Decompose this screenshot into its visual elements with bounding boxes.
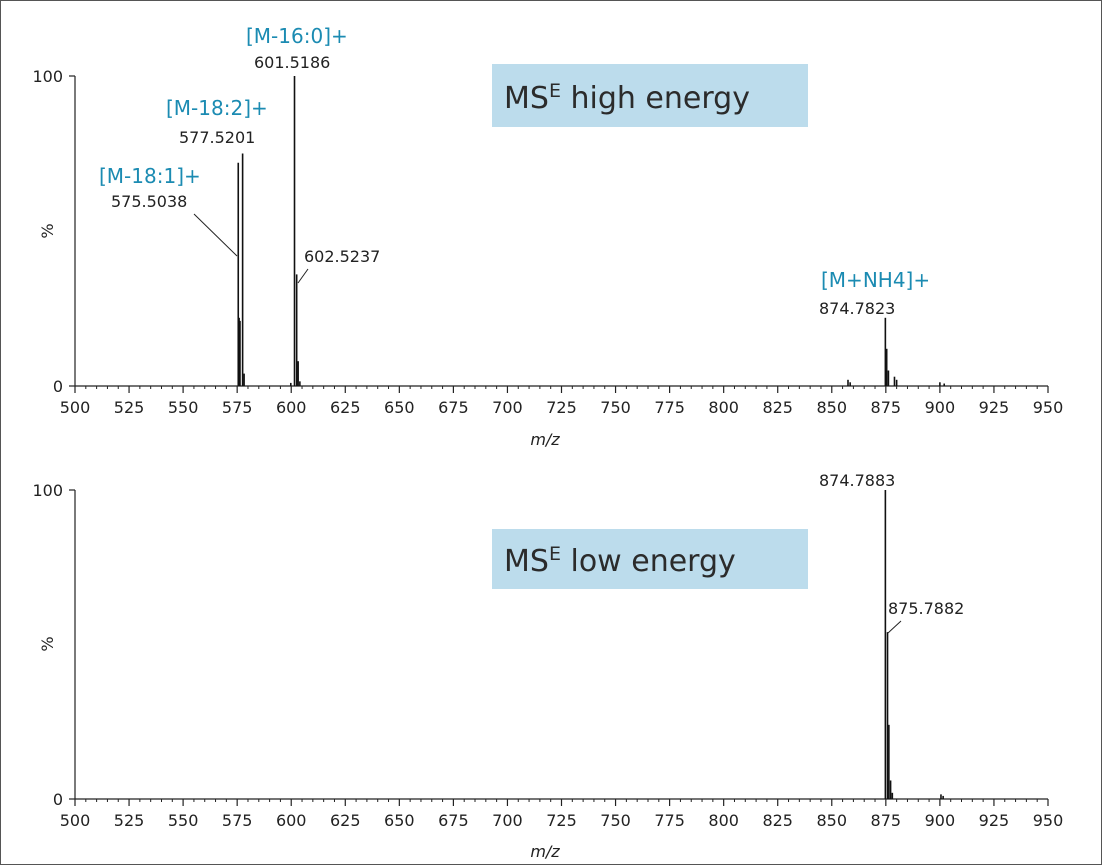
x-tick-label: 750 [600, 398, 631, 417]
x-tick-label: 850 [817, 398, 848, 417]
low-energy-spectrum-panel: 500 525 550 575 600 625 650 675 700 725 750 775 800 8… [32, 471, 1063, 861]
y-tick-label-100: 100 [32, 481, 63, 500]
x-tick-label: 950 [1033, 398, 1064, 417]
x-tick-label: 700 [492, 398, 523, 417]
x-tick-label: 600 [276, 811, 307, 830]
ion-label-m18-1: [M-18:1]+ [99, 164, 201, 188]
ion-label-m-nh4: [M+NH4]+ [821, 268, 930, 292]
x-tick-label: 775 [654, 398, 685, 417]
mode-label-box [492, 64, 808, 127]
x-tick-label: 950 [1033, 811, 1064, 830]
x-tick-label: 925 [979, 398, 1010, 417]
peak-series [237, 76, 946, 386]
x-tick-label: 775 [654, 811, 685, 830]
y-tick-label-0: 0 [53, 790, 63, 809]
x-tick-label: 625 [330, 398, 361, 417]
x-tick-label: 875 [871, 811, 902, 830]
x-tick-label: 800 [708, 398, 739, 417]
high-energy-spectrum-panel: 500 525 550 575 600 625 650 675 700 725 750 775 800 8… [32, 24, 1063, 449]
x-tick-label: 575 [222, 398, 253, 417]
peak-label-874: 874.7883 [819, 471, 895, 490]
x-tick-labels: 500 525 550 575 600 625 650 675 700 725 750 775 800 8… [60, 398, 1064, 417]
x-minor-ticks [85, 799, 1038, 802]
x-tick-label: 675 [438, 398, 469, 417]
x-tick-label: 725 [546, 811, 577, 830]
peak-label-602: 602.5237 [304, 247, 380, 266]
mode-label: MSE low energy [504, 543, 736, 579]
x-tick-labels: 500 525 550 575 600 625 650 675 700 725 750 775 800 8… [60, 811, 1064, 830]
y-tick-label-0: 0 [53, 377, 63, 396]
peak-label-575: 575.5038 [111, 192, 187, 211]
x-tick-label: 525 [114, 398, 145, 417]
x-tick-marks [74, 799, 1049, 806]
x-tick-label: 825 [762, 398, 793, 417]
x-tick-label: 650 [384, 811, 415, 830]
x-tick-label: 625 [330, 811, 361, 830]
x-tick-label: 575 [222, 811, 253, 830]
peak-label-874: 874.7823 [819, 299, 895, 318]
x-tick-label: 700 [492, 811, 523, 830]
x-tick-label: 500 [60, 811, 91, 830]
mode-label-box [492, 529, 808, 589]
x-tick-label: 600 [276, 398, 307, 417]
x-axis-label: m/z [530, 842, 560, 861]
x-tick-label: 875 [871, 398, 902, 417]
x-minor-ticks [85, 386, 1038, 389]
leader-line-875 [887, 620, 902, 634]
y-tick-label-100: 100 [32, 67, 63, 86]
x-tick-label: 650 [384, 398, 415, 417]
x-tick-label: 550 [168, 811, 199, 830]
x-tick-label: 825 [762, 811, 793, 830]
y-axis-label: % [38, 636, 57, 651]
x-tick-label: 750 [600, 811, 631, 830]
x-tick-label: 675 [438, 811, 469, 830]
x-tick-label: 525 [114, 811, 145, 830]
x-tick-marks [74, 386, 1049, 393]
x-tick-label: 500 [60, 398, 91, 417]
ion-label-m16-0: [M-16:0]+ [246, 24, 348, 48]
mode-label: MSE high energy [504, 80, 750, 116]
x-tick-label: 925 [979, 811, 1010, 830]
y-axis-label: % [38, 223, 57, 238]
x-tick-label: 800 [708, 811, 739, 830]
x-tick-label: 725 [546, 398, 577, 417]
x-tick-label: 850 [817, 811, 848, 830]
x-tick-label: 550 [168, 398, 199, 417]
x-axis-label: m/z [530, 430, 560, 449]
x-tick-label: 900 [925, 398, 956, 417]
leader-line-575 [193, 213, 238, 257]
leader-line-602 [297, 268, 309, 284]
peak-label-601: 601.5186 [254, 53, 330, 72]
peak-label-875: 875.7882 [888, 599, 964, 618]
ion-label-m18-2: [M-18:2]+ [166, 96, 268, 120]
peak-label-577: 577.5201 [179, 128, 255, 147]
x-tick-label: 900 [925, 811, 956, 830]
peak-series [884, 490, 944, 799]
